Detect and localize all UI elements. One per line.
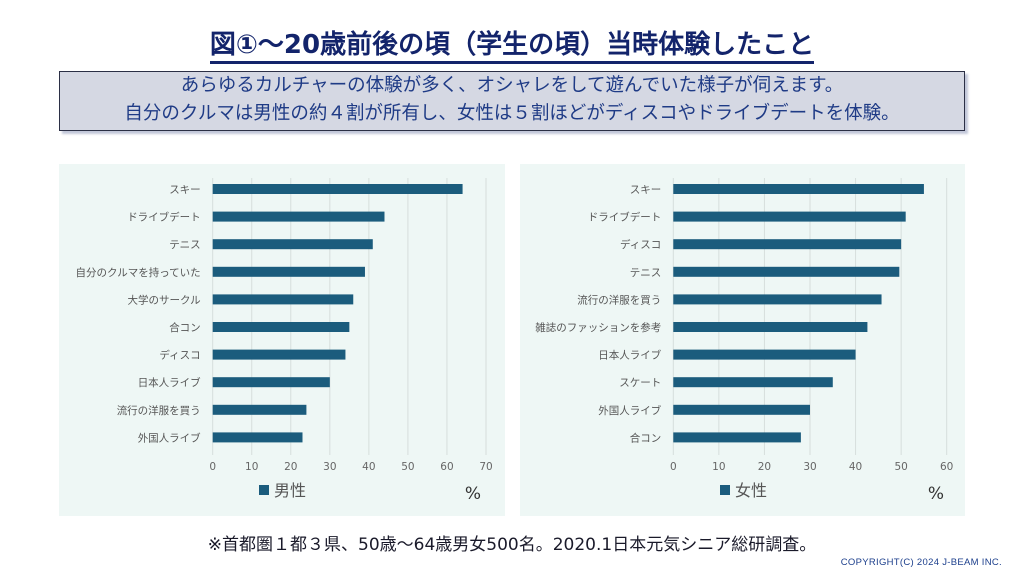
x-tick-label: 50 [401,461,414,473]
gridlines [212,178,487,455]
category-label: 流行の洋服を買う [117,404,201,417]
category-label: テニス [169,239,201,251]
unit-label: % [465,484,481,504]
legend-label: 女性 [735,481,767,500]
bar [673,404,810,415]
x-tick-label: 20 [758,461,771,473]
copyright: COPYRIGHT(C) 2024 J-BEAM INC. [840,557,1002,568]
category-label: ディスコ [159,349,200,362]
category-label: ドライブデート [588,211,662,224]
category-label: 日本人ライブ [598,349,661,362]
category-label: ドライブデート [127,211,201,224]
bar [673,349,856,360]
bar [212,184,463,194]
bar [212,349,346,360]
bar [673,432,801,443]
bar [212,239,373,250]
x-tick-label: 0 [670,461,677,473]
x-tick-label: 20 [284,461,297,473]
category-label: 合コン [169,321,201,334]
category-label: 外国人ライブ [138,431,201,444]
category-label: テニス [630,267,662,279]
x-tick-label: 30 [323,461,336,473]
bar [673,322,868,332]
bar [673,184,924,194]
page-title: 図①～20歳前後の頃（学生の頃）当時体験したこと [0,24,1024,64]
bar [212,432,303,443]
bar [212,377,330,388]
x-tick-label: 10 [245,461,258,473]
bar [673,294,882,305]
male-bar-chart: 0 10 20 30 40 50 60 70 スキードライブデートテニス自分のクルマを持っていた… [76,178,493,504]
category-label: 大学のサークル [128,293,201,306]
category-label: ディスコ [620,238,661,251]
bar [673,266,900,277]
male-chart-panel: 0 10 20 30 40 50 60 70 スキードライブデートテニス自分のクルマを持っていた… [59,164,505,516]
bar [212,294,354,305]
x-tick-label: 10 [712,461,725,473]
bar [673,211,906,222]
category-label: スキー [169,184,201,196]
x-tick-label: 60 [940,461,953,473]
summary-box: あらゆるカルチャーの体験が多く、オシャレをして遊んでいた様子が伺えます。 自分の… [59,71,965,131]
category-label: 雑誌のファッションを参考 [535,321,661,334]
unit-label: % [928,484,944,504]
bar [212,404,307,415]
legend-swatch [720,485,730,495]
female-chart-panel: 0 10 20 30 40 50 60 スキードライブデートディスコテニス流行の洋服を買う雑誌… [520,164,965,516]
page-title-text: 図①～20歳前後の頃（学生の頃）当時体験したこと [209,30,815,64]
x-tick-label: 60 [440,461,453,473]
summary-line-1: あらゆるカルチャーの体験が多く、オシャレをして遊んでいた様子が伺えます。 [180,75,844,96]
bar [212,322,350,332]
summary-line-2: 自分のクルマは男性の約４割が所有し、女性は５割ほどがディスコやドライブデートを体… [124,103,900,124]
female-bar-chart: 0 10 20 30 40 50 60 スキードライブデートディスコテニス流行の洋服を買う雑誌… [535,178,953,504]
bar [673,239,902,250]
x-tick-label: 50 [894,461,907,473]
x-tick-label: 70 [479,461,492,473]
category-label: 合コン [630,431,662,444]
category-label: 自分のクルマを持っていた [76,266,201,279]
legend-swatch [259,485,269,495]
category-label: 外国人ライブ [598,404,661,417]
category-label: 流行の洋服を買う [577,293,661,306]
bar [212,266,365,277]
legend-label: 男性 [274,481,306,500]
category-label: スキー [630,184,662,196]
footnote: ※首都圏１都３県、50歳～64歳男女500名。2020.1日本元気シニア総研調査… [207,535,817,555]
x-tick-label: 40 [362,461,375,473]
category-label: スケート [619,377,661,389]
x-tick-label: 40 [849,461,862,473]
bar [673,377,833,388]
bar [212,211,385,222]
category-label: 日本人ライブ [138,376,201,389]
x-tick-label: 0 [209,461,216,473]
x-tick-label: 30 [803,461,816,473]
